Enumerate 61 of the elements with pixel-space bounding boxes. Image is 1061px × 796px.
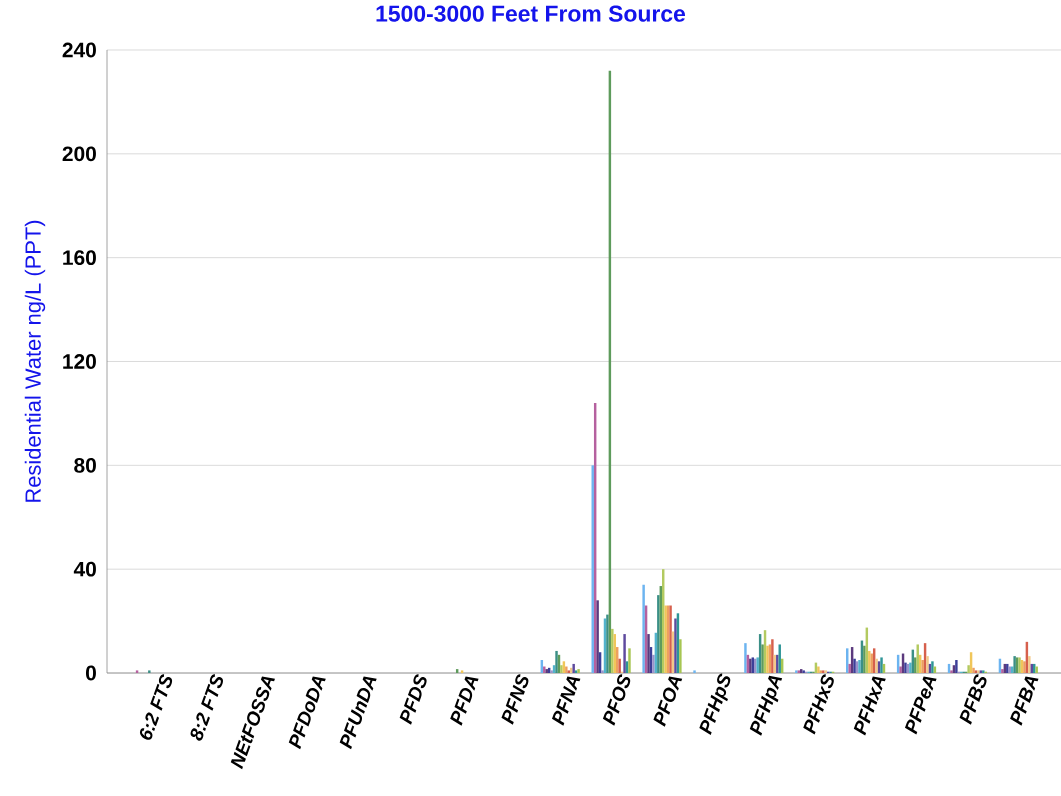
x-tick-label: PFDS — [399, 674, 427, 725]
x-tick-label: PFBA — [1010, 676, 1039, 726]
bar — [926, 656, 929, 673]
bar — [679, 639, 682, 673]
x-tick-label: PFNS — [501, 674, 529, 725]
bar — [744, 643, 747, 673]
bar — [674, 618, 677, 673]
bar — [771, 639, 774, 673]
bar — [1001, 669, 1004, 673]
x-tick-label: 8:2 FTS — [190, 674, 224, 741]
y-tick-label: 40 — [73, 561, 96, 577]
bar — [642, 584, 645, 673]
bar — [657, 595, 660, 673]
bar — [572, 663, 575, 673]
x-tick-label: PFPeA — [904, 676, 937, 735]
y-tick-label: 0 — [85, 665, 96, 681]
x-tick-label: PFOS — [602, 674, 631, 726]
bar — [560, 665, 563, 673]
bar — [611, 628, 614, 673]
x-tick-label: PFHxA — [853, 676, 886, 736]
bar — [148, 670, 151, 673]
x-tick-label: PFNA — [551, 676, 581, 726]
x-tick-label: PFHpS — [699, 673, 731, 735]
bar — [761, 644, 764, 673]
x-tick-label: PFOA — [653, 676, 683, 727]
x-tick-label: PFHpA — [749, 675, 783, 736]
x-tick-label: PFBS — [959, 674, 987, 725]
y-tick-label: 200 — [62, 146, 96, 162]
bar — [817, 666, 820, 673]
bar — [880, 657, 883, 673]
bar — [628, 648, 631, 673]
x-tick-label: PFDA — [450, 676, 479, 726]
bar — [135, 670, 139, 673]
bar — [460, 670, 464, 673]
y-tick-label: 80 — [74, 457, 96, 473]
chart-title: 1500-3000 Feet From Source — [376, 5, 686, 22]
bar — [967, 665, 970, 673]
bar — [914, 657, 917, 673]
bar — [652, 654, 655, 673]
bar — [693, 670, 696, 673]
bar — [950, 670, 953, 673]
x-tick-label: 6:2 FTS — [139, 674, 173, 740]
y-tick-label: 160 — [63, 250, 96, 266]
bar — [555, 650, 558, 673]
y-axis-title: Residential Water ng/L (PPT) — [24, 220, 46, 502]
bar — [606, 614, 609, 673]
bar — [618, 658, 621, 673]
bar — [601, 670, 604, 673]
bar — [955, 660, 958, 673]
bar — [647, 634, 650, 673]
bar — [921, 660, 924, 673]
bar — [899, 666, 902, 673]
x-tick-label: PFHxS — [803, 674, 834, 735]
bar — [1028, 656, 1031, 673]
bar — [596, 600, 599, 673]
bar — [848, 663, 851, 673]
y-tick-label: 240 — [62, 42, 96, 58]
bar — [623, 634, 626, 673]
y-tick-label: 120 — [63, 354, 96, 369]
bar — [565, 666, 568, 673]
bar — [863, 645, 866, 673]
